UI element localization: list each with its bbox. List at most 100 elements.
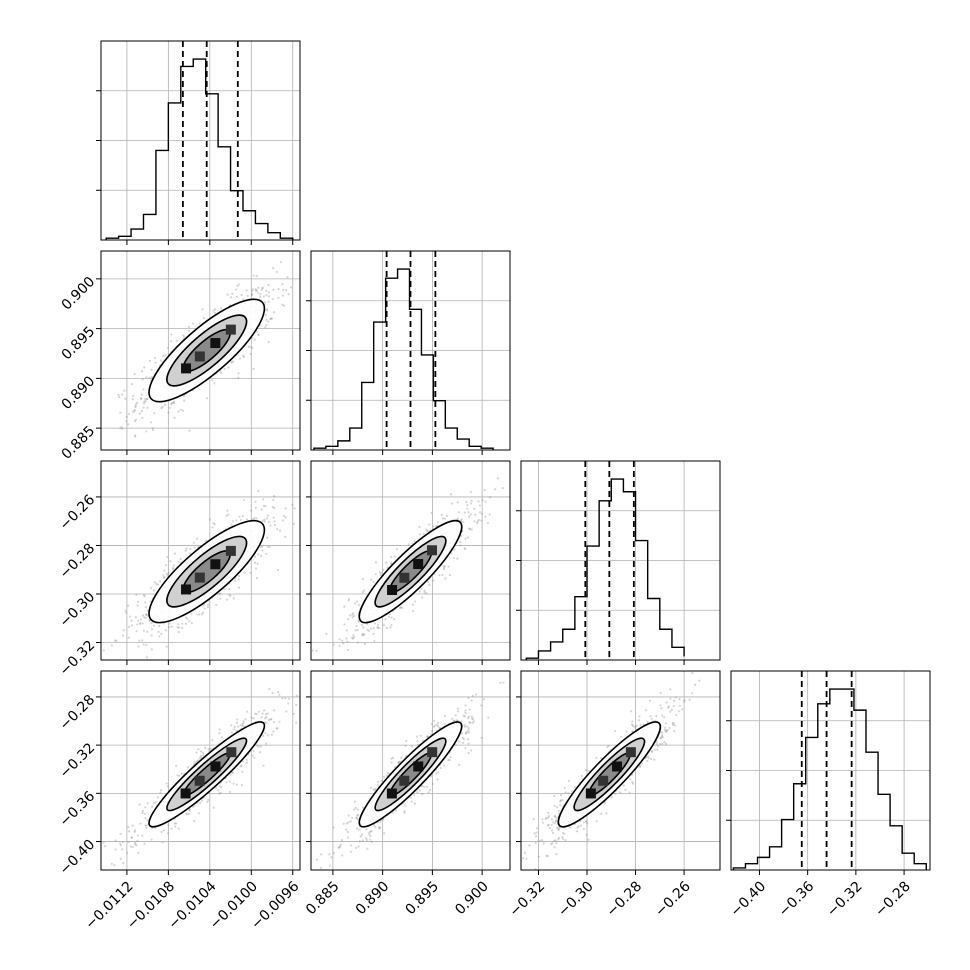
scatter-point — [219, 307, 223, 310]
scatter-point — [135, 844, 138, 847]
scatter-point — [471, 721, 474, 724]
scatter-point — [164, 564, 168, 567]
scatter-point — [276, 727, 279, 730]
scatter-point — [488, 513, 491, 516]
scatter-point — [412, 610, 415, 613]
scatter-point — [148, 359, 152, 362]
scatter-point — [122, 629, 125, 632]
scatter-point — [255, 274, 258, 278]
scatter-point — [457, 511, 460, 514]
scatter-point — [257, 333, 260, 336]
scatter-point — [140, 397, 143, 400]
scatter-point — [218, 792, 221, 795]
scatter-point — [170, 333, 173, 336]
scatter-point — [234, 288, 238, 291]
density-cell — [386, 788, 397, 799]
scatter-point — [198, 757, 201, 760]
density-cell — [413, 559, 424, 570]
scatter-point — [559, 793, 563, 797]
scatter-point — [380, 571, 383, 575]
scatter-point — [317, 676, 319, 678]
scatter-point — [665, 742, 668, 746]
scatter-point — [423, 591, 426, 594]
scatter-point — [467, 751, 470, 755]
scatter-point — [284, 516, 287, 519]
scatter-point — [240, 293, 243, 297]
scatter-point — [242, 355, 246, 359]
scatter-point — [176, 774, 179, 777]
scatter-point — [192, 541, 195, 544]
scatter-point — [361, 633, 364, 636]
scatter-point — [166, 555, 169, 559]
scatter-point — [208, 518, 211, 521]
scatter-point — [282, 514, 286, 518]
scatter-point — [134, 405, 137, 409]
scatter-point — [261, 545, 264, 548]
scatter-panel-3-2 — [516, 670, 721, 875]
scatter-point — [443, 764, 446, 767]
scatter-point — [201, 604, 205, 607]
scatter-point — [130, 836, 133, 839]
scatter-point — [175, 764, 178, 767]
scatter-point — [493, 488, 497, 491]
scatter-point — [166, 832, 170, 835]
scatter-point — [121, 848, 124, 851]
scatter-point — [142, 402, 146, 405]
scatter-point — [173, 552, 176, 555]
scatter-point — [630, 710, 633, 713]
scatter-point — [666, 728, 669, 732]
scatter-point — [264, 326, 267, 329]
scatter-point — [460, 720, 463, 723]
scatter-point — [169, 560, 172, 563]
scatter-point — [246, 710, 249, 713]
scatter-point — [134, 843, 137, 846]
scatter-point — [351, 637, 355, 640]
scatter-point — [188, 808, 191, 811]
scatter-point — [196, 760, 199, 763]
scatter-point — [170, 402, 174, 405]
scatter-point — [202, 754, 205, 757]
scatter-point — [231, 520, 235, 523]
scatter-point — [661, 735, 664, 738]
scatter-point — [477, 500, 480, 503]
density-cell — [194, 572, 205, 583]
scatter-point — [356, 641, 359, 644]
scatter-point — [262, 734, 265, 737]
scatter-point — [213, 311, 216, 314]
scatter-point — [357, 603, 360, 607]
scatter-point — [268, 687, 271, 691]
scatter-point — [131, 398, 134, 401]
density-core — [386, 747, 438, 799]
scatter-point — [143, 594, 146, 598]
scatter-point — [135, 401, 139, 404]
scatter-point — [132, 394, 135, 398]
scatter-point — [255, 289, 258, 292]
scatter-point — [272, 288, 275, 291]
density-cell — [387, 585, 398, 596]
scatter-point — [267, 284, 270, 287]
scatter-point — [142, 406, 145, 409]
scatter-point — [135, 630, 138, 633]
scatter-point — [262, 764, 265, 767]
scatter-point — [154, 801, 158, 804]
scatter-point — [459, 541, 462, 544]
scatter-point — [631, 724, 634, 727]
scatter-point — [181, 409, 185, 412]
scatter-point — [265, 716, 268, 719]
scatter-point — [225, 598, 229, 601]
scatter-point — [270, 317, 273, 320]
scatter-point — [356, 818, 359, 821]
scatter-point — [441, 573, 444, 576]
scatter-point — [136, 623, 139, 626]
scatter-point — [145, 616, 148, 619]
scatter-point — [347, 836, 350, 839]
scatter-point — [472, 720, 475, 723]
scatter-point — [394, 809, 397, 812]
scatter-point — [383, 775, 386, 778]
scatter-point — [267, 718, 270, 721]
scatter-point — [397, 761, 400, 764]
scatter-point — [145, 613, 148, 616]
scatter-point — [405, 754, 408, 757]
scatter-point — [211, 526, 214, 529]
scatter-point — [356, 629, 359, 632]
